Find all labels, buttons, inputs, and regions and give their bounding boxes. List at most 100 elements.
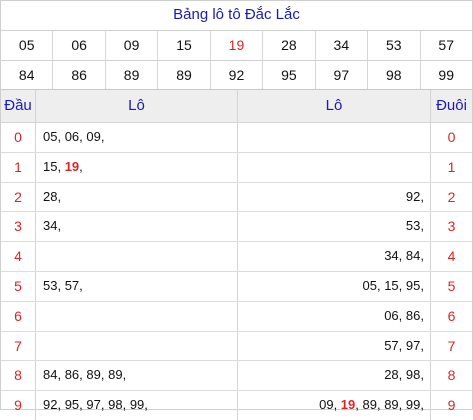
lo-number: 84: [405, 248, 421, 264]
lo-right-cell: 92,: [238, 182, 431, 212]
dau-cell: 0: [1, 123, 36, 152]
result-number: 57: [438, 37, 454, 53]
result-number: 84: [1, 61, 54, 89]
dau-cell: 1: [1, 152, 36, 182]
duoi-cell: 6: [447, 307, 456, 324]
lo-left-cell: [36, 242, 238, 271]
table-row: 4 34, 84, 4: [1, 242, 472, 272]
header-dau: Đầu: [1, 90, 36, 122]
table-row: 5 53, 57, 05, 15, 95, 5: [1, 271, 472, 302]
lo-right-cell: [238, 123, 431, 152]
lo-left-cell: 15, 19,: [36, 152, 238, 182]
dau-cell: 2: [1, 182, 36, 212]
lo-right-cell: 09, 19, 89, 89, 99,: [238, 391, 431, 420]
table-row: 2 28, 92, 2: [1, 182, 472, 213]
table-row: 6 06, 86, 6: [1, 301, 472, 332]
lo-number: 98: [405, 367, 421, 383]
numbers-row-1: 05 06 09 15 19 28 34 53 57: [1, 30, 472, 61]
lo-number: 19: [340, 397, 356, 413]
lo-number: 34: [43, 218, 58, 234]
lo-left-cell: 05, 06, 09,: [36, 123, 238, 152]
duoi-cell: 7: [447, 337, 456, 354]
lo-number: 34: [384, 248, 399, 264]
duoi-cell: 1: [447, 158, 456, 175]
dau-cell: 4: [1, 242, 36, 271]
lo-number: 89: [362, 397, 377, 413]
duoi-cell: 9: [447, 397, 456, 414]
lo-number: 86: [64, 367, 80, 383]
header-lo-right: Lô: [238, 90, 431, 122]
lo-number: 28: [384, 367, 399, 383]
result-number: 05: [1, 30, 54, 60]
result-number: 92: [211, 61, 264, 89]
lo-number: 28: [43, 188, 58, 204]
lo-left-cell: [36, 301, 238, 331]
table-body: 0 05, 06, 09, 0 1 15, 19, 1 2 28, 92, 2 3 34, 5…: [1, 123, 472, 420]
lo-number: 92: [405, 188, 421, 204]
lo-number: 89: [384, 397, 399, 413]
result-number: 99: [438, 67, 454, 83]
lo-number: 53: [405, 218, 421, 234]
table-row: 8 84, 86, 89, 89, 28, 98, 8: [1, 361, 472, 392]
lo-number: 98: [108, 397, 123, 413]
header-lo-left: Lô: [36, 90, 238, 122]
duoi-cell: 0: [447, 129, 456, 145]
numbers-row-2: 84 86 89 89 92 95 97 98 99: [1, 61, 472, 90]
lo-number: 99: [129, 397, 145, 413]
table-row: 0 05, 06, 09, 0: [1, 123, 472, 153]
lo-number: 99: [405, 397, 421, 413]
lo-right-cell: 06, 86,: [238, 301, 431, 331]
result-number: 34: [316, 30, 369, 60]
lo-right-cell: 05, 15, 95,: [238, 271, 431, 301]
lo-right-cell: 28, 98,: [238, 361, 431, 391]
lo-number: 86: [405, 307, 421, 323]
table-header: Đầu Lô Lô Đuôi: [1, 90, 472, 123]
result-number: 06: [53, 30, 106, 60]
dau-cell: 7: [1, 331, 36, 361]
dau-cell: 3: [1, 212, 36, 242]
duoi-cell: 3: [447, 218, 456, 235]
result-number: 86: [53, 61, 106, 89]
result-number: 53: [368, 30, 421, 60]
duoi-cell: 5: [447, 277, 456, 294]
table-row: 7 57, 97, 7: [1, 331, 472, 362]
dau-cell: 6: [1, 301, 36, 331]
lo-number: 97: [405, 337, 421, 353]
lo-left-cell: 34,: [36, 212, 238, 242]
lo-number: 95: [64, 397, 80, 413]
header-duoi: Đuôi: [436, 97, 467, 114]
lo-number: 06: [64, 129, 80, 144]
lo-number: 95: [405, 277, 421, 293]
dau-cell: 5: [1, 271, 36, 301]
lo-right-cell: 53,: [238, 212, 431, 242]
lo-number: 15: [384, 277, 399, 293]
result-number: 98: [368, 61, 421, 89]
result-number: 09: [106, 30, 159, 60]
result-number: 28: [263, 30, 316, 60]
lo-right-cell: [238, 152, 431, 182]
lo-left-cell: 84, 86, 89, 89,: [36, 361, 238, 391]
lo-number: 05: [362, 277, 377, 293]
lo-number: 84: [43, 367, 58, 383]
lo-number: 57: [64, 277, 80, 293]
lo-number: 05: [43, 129, 58, 144]
lo-number: 06: [384, 307, 399, 323]
lo-number: 15: [43, 158, 58, 174]
result-number: 15: [158, 30, 211, 60]
lo-left-cell: 92, 95, 97, 98, 99,: [36, 391, 238, 420]
dau-cell: 9: [1, 391, 36, 420]
result-number: 19: [211, 30, 264, 60]
table-row: 3 34, 53, 3: [1, 212, 472, 243]
lo-number: 19: [64, 158, 80, 174]
lo-left-cell: 53, 57,: [36, 271, 238, 301]
lo-number: 09: [86, 129, 101, 144]
duoi-cell: 2: [447, 188, 456, 205]
table-row: 1 15, 19, 1: [1, 152, 472, 183]
result-number: 97: [316, 61, 369, 89]
result-number: 95: [263, 61, 316, 89]
lo-number: 53: [43, 277, 58, 293]
lo-number: 92: [43, 397, 58, 413]
lo-number: 89: [108, 367, 123, 383]
